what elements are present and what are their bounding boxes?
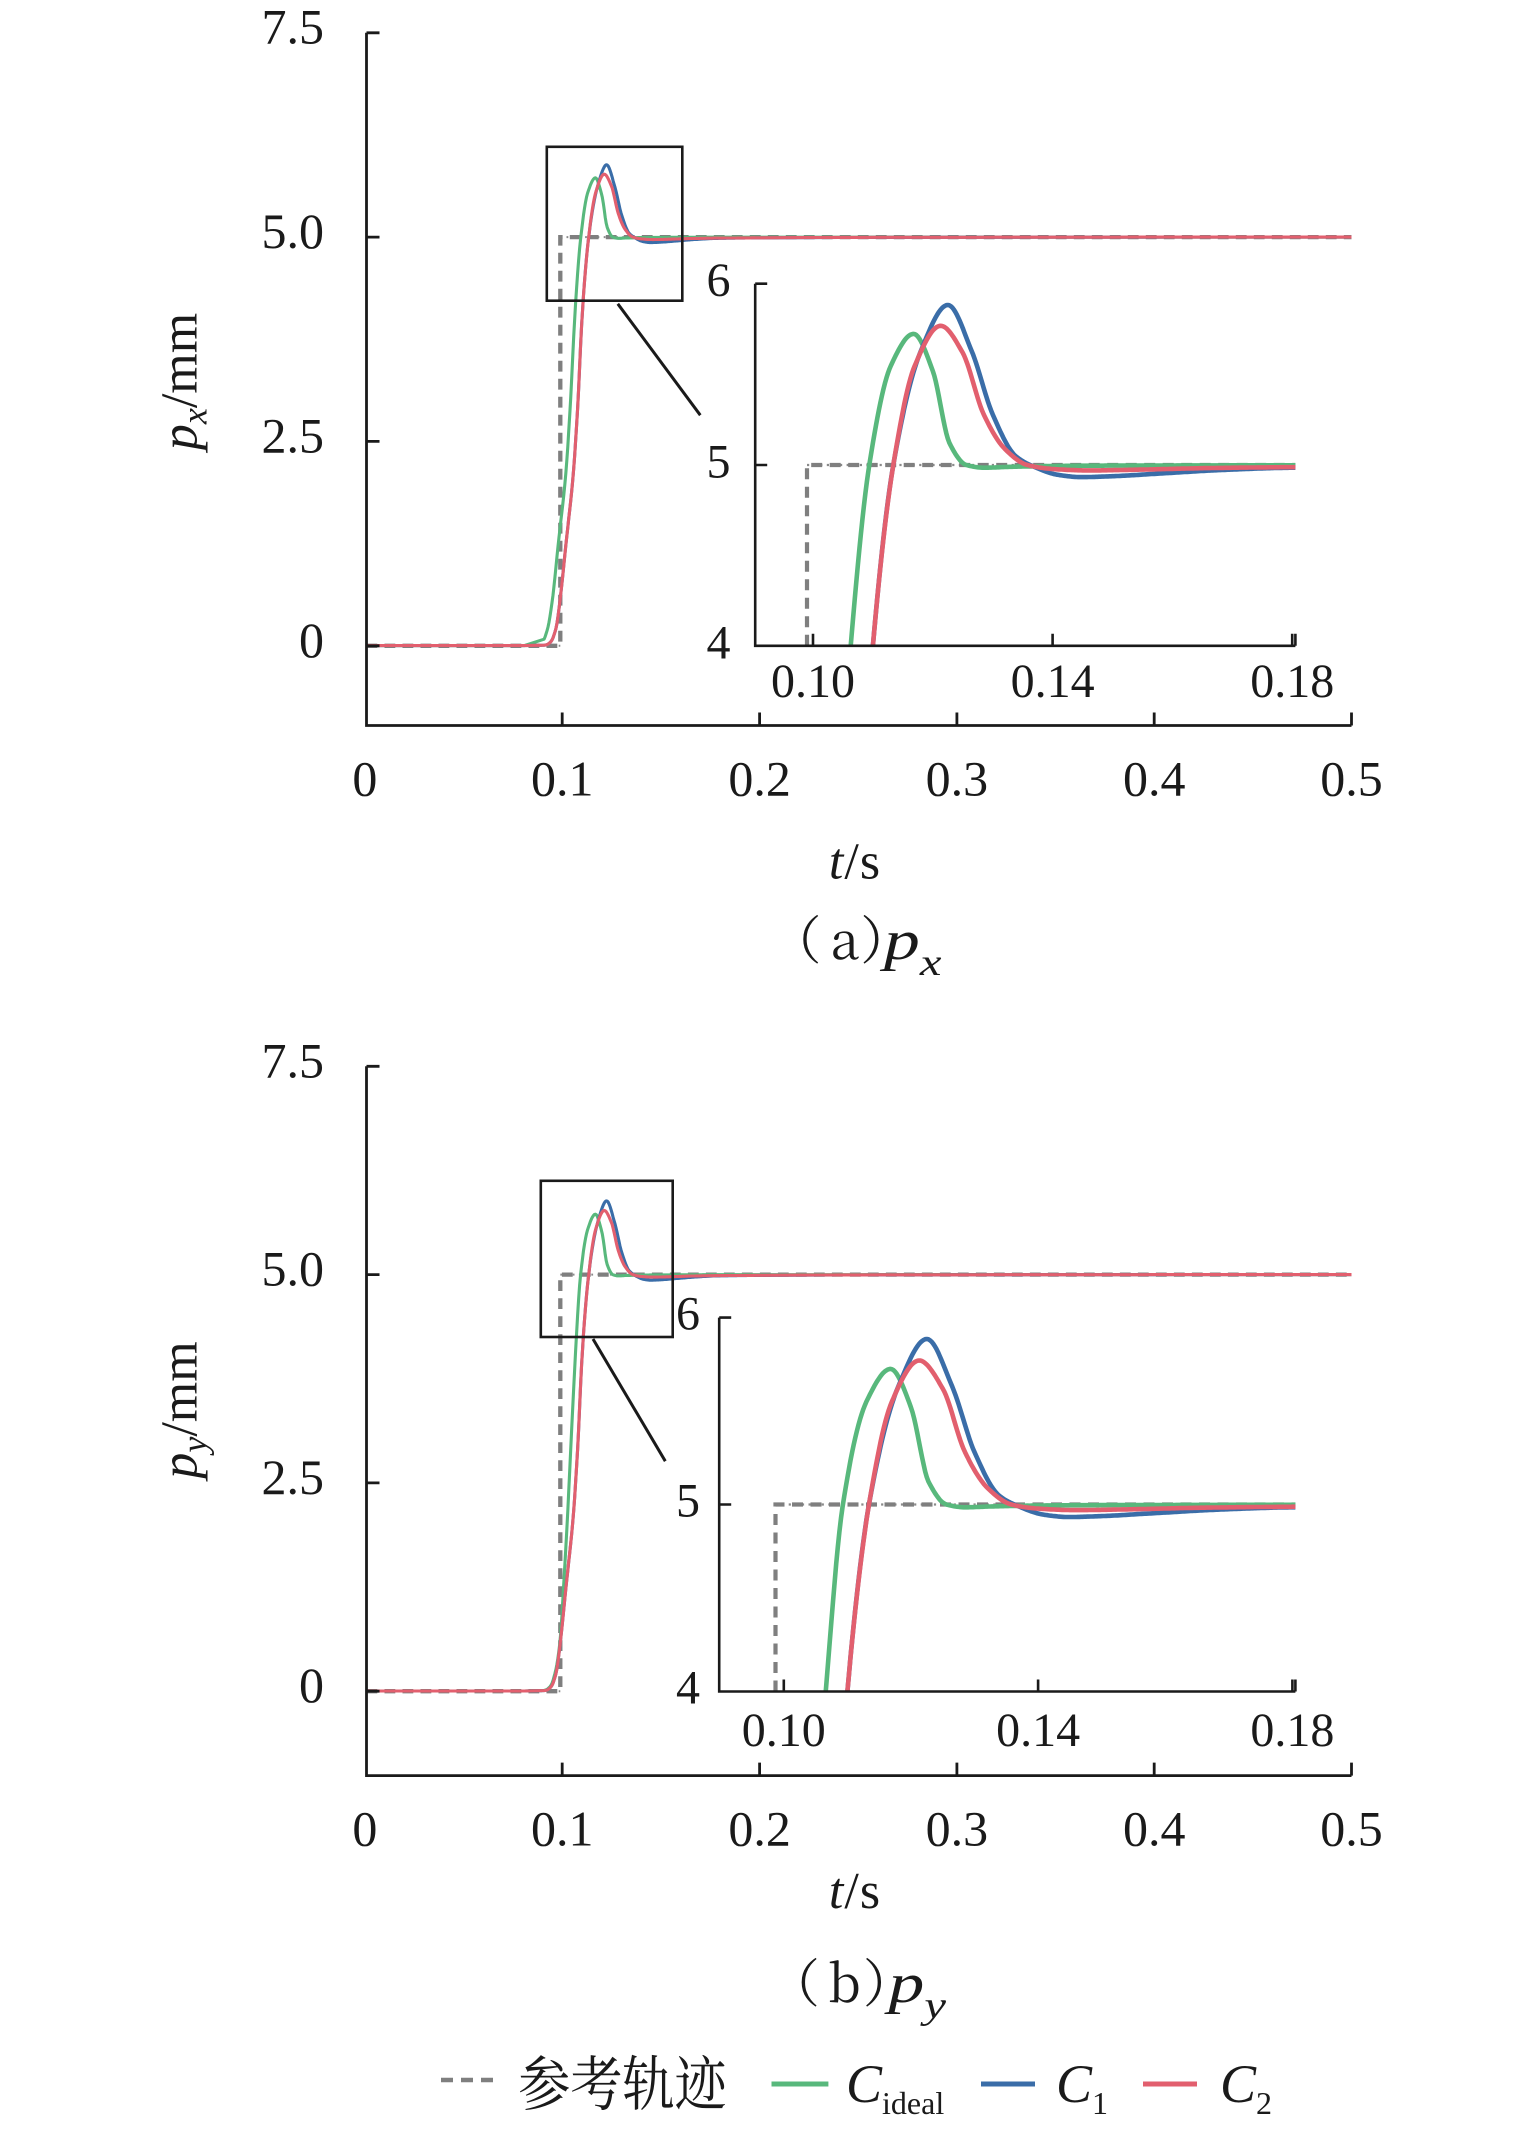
svg-text:0.10: 0.10 (771, 655, 855, 708)
svg-text:7.5: 7.5 (262, 1032, 325, 1088)
svg-text:5: 5 (676, 1475, 700, 1528)
svg-text:0.10: 0.10 (742, 1704, 826, 1757)
svg-text:0: 0 (352, 751, 377, 807)
svg-text:Cideal: Cideal (846, 2054, 944, 2121)
svg-text:py: py (884, 1952, 947, 2026)
svg-text:0.14: 0.14 (1011, 655, 1095, 708)
svg-text:py/mm: py/mm (152, 1341, 215, 1482)
svg-text:0.3: 0.3 (926, 1801, 989, 1857)
svg-text:4: 4 (707, 616, 731, 669)
svg-text:2.5: 2.5 (262, 407, 325, 463)
svg-text:0.4: 0.4 (1123, 1801, 1186, 1857)
svg-text:C1: C1 (1056, 2054, 1108, 2121)
svg-text:2.5: 2.5 (262, 1449, 325, 1505)
svg-text:0.5: 0.5 (1320, 751, 1383, 807)
svg-text:0.2: 0.2 (728, 751, 791, 807)
svg-text:px/mm: px/mm (152, 313, 215, 454)
svg-text:6: 6 (676, 1288, 700, 1341)
svg-text:0: 0 (352, 1801, 377, 1857)
svg-text:t/s: t/s (829, 834, 881, 891)
svg-text:0.1: 0.1 (531, 751, 594, 807)
svg-text:5.0: 5.0 (262, 1241, 325, 1297)
svg-text:0.18: 0.18 (1250, 655, 1334, 708)
svg-text:t/s: t/s (829, 1863, 881, 1920)
svg-text:0.4: 0.4 (1123, 751, 1186, 807)
svg-text:px: px (880, 909, 943, 983)
svg-text:0.18: 0.18 (1250, 1704, 1334, 1757)
svg-text:7.5: 7.5 (262, 0, 325, 55)
svg-text:0.14: 0.14 (996, 1704, 1080, 1757)
svg-text:6: 6 (707, 254, 731, 307)
svg-text:0: 0 (299, 1657, 324, 1713)
svg-text:0.1: 0.1 (531, 1801, 594, 1857)
svg-text:0.3: 0.3 (926, 751, 989, 807)
svg-text:C2: C2 (1220, 2054, 1272, 2121)
svg-text:4: 4 (676, 1662, 700, 1715)
svg-text:0.5: 0.5 (1320, 1801, 1383, 1857)
svg-text:5.0: 5.0 (262, 203, 325, 259)
svg-text:0.2: 0.2 (728, 1801, 791, 1857)
svg-text:0: 0 (299, 612, 324, 668)
svg-text:5: 5 (707, 436, 731, 489)
